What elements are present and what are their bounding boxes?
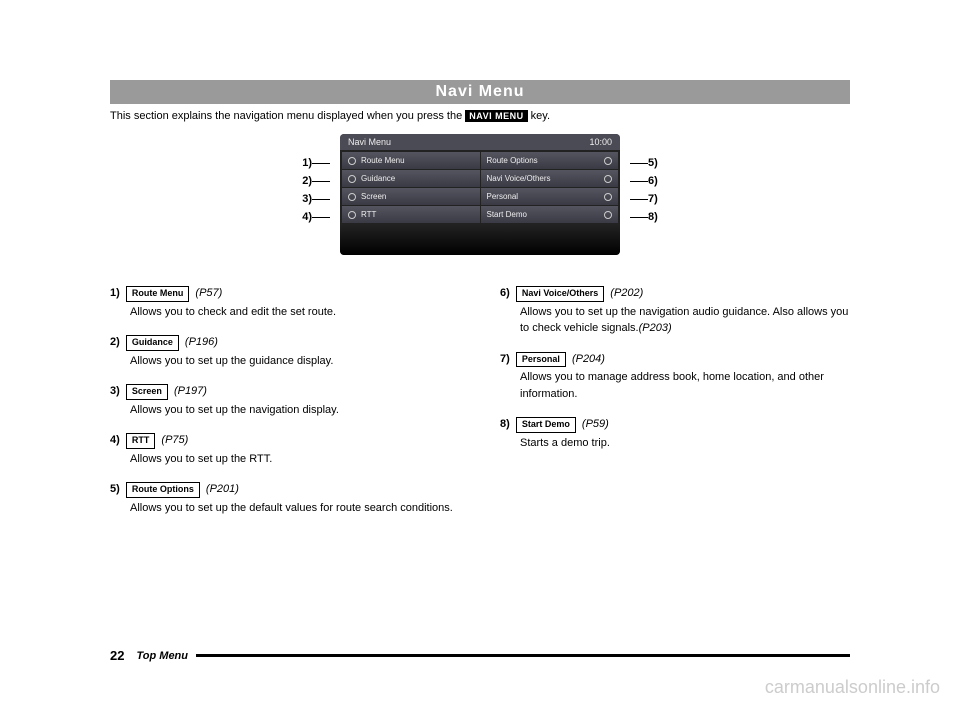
desc-3-btn: Screen <box>126 384 168 400</box>
intro-before: This section explains the navigation men… <box>110 110 465 122</box>
desc-4-num: 4) <box>110 434 120 446</box>
desc-5-num: 5) <box>110 483 120 495</box>
callout-7: 7) <box>648 193 658 205</box>
desc-5-text: Allows you to set up the default values … <box>130 500 460 517</box>
desc-col-right: 6) Navi Voice/Others (P202) Allows you t… <box>500 285 850 530</box>
desc-1-text: Allows you to check and edit the set rou… <box>130 304 460 321</box>
screen-footer <box>340 225 620 255</box>
desc-7-btn: Personal <box>516 352 566 368</box>
menu-screen: Screen <box>342 188 480 205</box>
callout-5: 5) <box>648 157 658 169</box>
page-number: 22 <box>110 648 124 663</box>
desc-6-text: Allows you to set up the navigation audi… <box>520 304 850 337</box>
desc-3-pref: (P197) <box>174 385 207 397</box>
desc-1-pref: (P57) <box>195 287 222 299</box>
desc-2-text: Allows you to set up the guidance displa… <box>130 353 460 370</box>
screen-clock: 10:00 <box>589 137 612 147</box>
desc-8-num: 8) <box>500 418 510 430</box>
desc-6-pref: (P202) <box>610 287 643 299</box>
menu-navi-voice: Navi Voice/Others <box>481 170 619 187</box>
watermark: carmanualsonline.info <box>765 677 940 698</box>
intro-text: This section explains the navigation men… <box>110 110 850 122</box>
desc-1-num: 1) <box>110 287 120 299</box>
navi-menu-screen: Navi Menu 10:00 Route Menu Route Options… <box>340 134 620 255</box>
callout-4: 4) <box>302 211 312 223</box>
desc-3-num: 3) <box>110 385 120 397</box>
desc-2-num: 2) <box>110 336 120 348</box>
desc-5-pref: (P201) <box>206 483 239 495</box>
desc-col-left: 1) Route Menu (P57) Allows you to check … <box>110 285 460 530</box>
callouts-right: 5) 6) 7) 8) <box>630 154 660 226</box>
page-title: Navi Menu <box>110 80 850 104</box>
desc-6-num: 6) <box>500 287 510 299</box>
desc-2-btn: Guidance <box>126 335 179 351</box>
desc-8-text: Starts a demo trip. <box>520 435 850 452</box>
desc-7-num: 7) <box>500 353 510 365</box>
menu-rtt: RTT <box>342 206 480 223</box>
desc-2-pref: (P196) <box>185 336 218 348</box>
menu-personal: Personal <box>481 188 619 205</box>
page-footer: 22 Top Menu <box>110 648 850 663</box>
desc-6-tail-pref: (P203) <box>639 322 672 334</box>
callout-2: 2) <box>302 175 312 187</box>
callout-3: 3) <box>302 193 312 205</box>
footer-section: Top Menu <box>136 650 188 662</box>
callout-6: 6) <box>648 175 658 187</box>
desc-1-btn: Route Menu <box>126 286 190 302</box>
menu-start-demo: Start Demo <box>481 206 619 223</box>
callout-8: 8) <box>648 211 658 223</box>
navi-menu-key-badge: NAVI MENU <box>465 110 527 122</box>
desc-5-btn: Route Options <box>126 482 200 498</box>
menu-route-menu: Route Menu <box>342 152 480 169</box>
desc-6-btn: Navi Voice/Others <box>516 286 604 302</box>
desc-4-text: Allows you to set up the RTT. <box>130 451 460 468</box>
menu-route-options: Route Options <box>481 152 619 169</box>
screen-title: Navi Menu <box>348 137 391 147</box>
desc-8-btn: Start Demo <box>516 417 576 433</box>
desc-4-pref: (P75) <box>161 434 188 446</box>
menu-guidance: Guidance <box>342 170 480 187</box>
desc-8-pref: (P59) <box>582 418 609 430</box>
callouts-left: 1) 2) 3) 4) <box>300 154 330 226</box>
desc-3-text: Allows you to set up the navigation disp… <box>130 402 460 419</box>
desc-4-btn: RTT <box>126 433 156 449</box>
screen-mock-wrap: 1) 2) 3) 4) 5) 6) 7) 8) Navi Menu 10:00 … <box>110 134 850 255</box>
callout-1: 1) <box>302 157 312 169</box>
desc-6-text-main: Allows you to set up the navigation audi… <box>520 306 848 335</box>
desc-7-pref: (P204) <box>572 353 605 365</box>
footer-rule <box>196 654 850 657</box>
desc-7-text: Allows you to manage address book, home … <box>520 369 850 402</box>
intro-after: key. <box>531 110 550 122</box>
